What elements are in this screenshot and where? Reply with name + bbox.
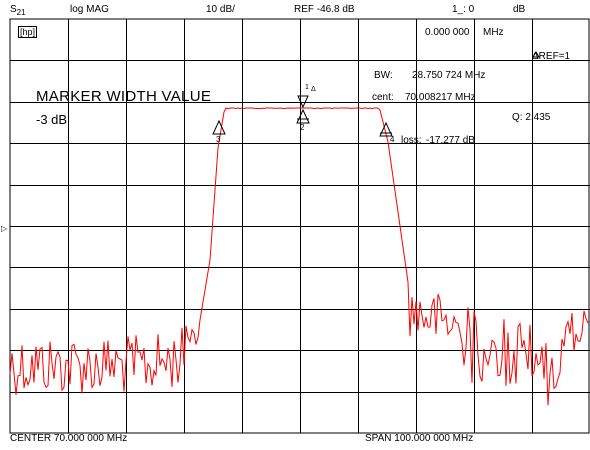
bw-label: BW: <box>374 70 393 81</box>
marker-1-label: 1 <box>305 84 309 91</box>
graticule-grid <box>9 18 590 434</box>
loss-value: -17.277 dB <box>426 135 475 146</box>
ref-level-label[interactable]: REF -46.8 dB <box>294 4 355 15</box>
scale-label[interactable]: 10 dB/ <box>206 4 235 15</box>
param-label[interactable]: S21 <box>10 4 26 19</box>
marker-freq-unit: MHz <box>483 27 504 38</box>
center-freq-value: 70.008217 MHz <box>405 92 476 103</box>
marker-1-delta-label: Δ <box>311 86 316 93</box>
marker-3-symbol[interactable] <box>212 119 226 135</box>
ref-position-arrow-icon: ▷ <box>1 224 8 233</box>
marker-1-symbol[interactable] <box>297 95 309 109</box>
bw-value: 28.750 724 MHz <box>412 70 486 81</box>
center-frequency-label[interactable]: CENTER 70.000 000 MHz <box>10 433 128 444</box>
marker-3-label: 3 <box>216 135 221 144</box>
marker-4-symbol[interactable] <box>379 121 393 137</box>
center-freq-label: cent: <box>372 92 394 103</box>
marker-id-label[interactable]: 1_: 0 <box>452 4 475 15</box>
marker-width-title: MARKER WIDTH VALUE <box>36 88 212 105</box>
ref-marker-label: ΔREF=1 <box>532 51 571 62</box>
delta-ref-small-icon <box>532 51 540 58</box>
marker-4-label: 4 <box>390 135 395 144</box>
span-label[interactable]: SPAN 100.000 000 MHz <box>365 433 474 444</box>
format-label[interactable]: log MAG <box>70 4 109 15</box>
marker-unit-label: dB <box>513 4 526 15</box>
hp-badge: [hp] <box>18 26 38 38</box>
marker-freq-value: 0.000 000 <box>425 27 470 38</box>
param-sub: 21 <box>16 8 26 17</box>
marker-2-symbol[interactable] <box>296 108 310 124</box>
marker-2-label: 2 <box>300 123 305 132</box>
param-main: S <box>10 4 17 15</box>
q-value: Q: 2.435 <box>512 112 551 123</box>
loss-label: loss: <box>401 135 422 146</box>
marker-width-value: -3 dB <box>36 112 68 127</box>
s21-trace <box>9 107 589 406</box>
